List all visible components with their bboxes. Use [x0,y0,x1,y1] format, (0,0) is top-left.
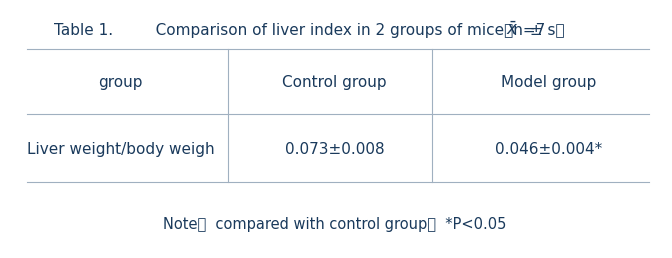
Text: 0.073±0.008: 0.073±0.008 [285,142,384,157]
Text: Control group: Control group [282,75,387,90]
Text: Liver weight/body weigh: Liver weight/body weigh [27,142,214,157]
Text: $\bar{x}$: $\bar{x}$ [506,21,519,39]
Text: 0.046±0.004*: 0.046±0.004* [495,142,603,157]
Text: Note：  compared with control group，  *P<0.05: Note： compared with control group， *P<0.… [163,217,507,232]
Text: group: group [98,75,143,90]
Text: Comparison of liver index in 2 groups of mice（n=7: Comparison of liver index in 2 groups of… [140,23,554,38]
Text: ± s）: ± s） [525,23,564,38]
Text: Model group: Model group [501,75,597,90]
Text: Table 1.: Table 1. [54,23,113,38]
